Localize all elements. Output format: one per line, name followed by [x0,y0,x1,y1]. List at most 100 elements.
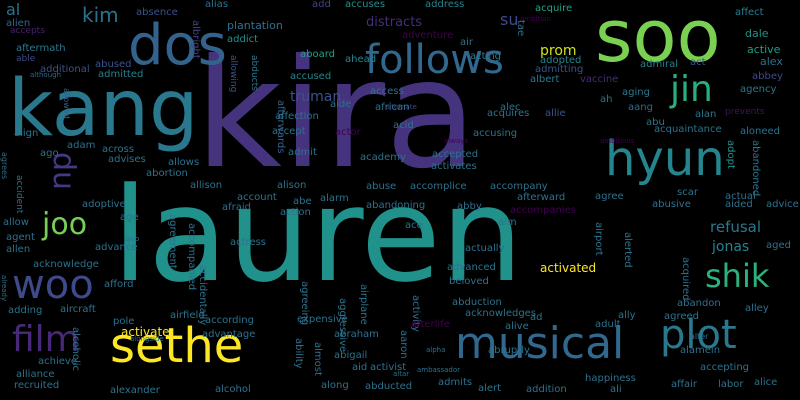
word-film: film [12,319,80,360]
word-age: age [120,212,139,223]
word-lauren: lauren [112,159,524,311]
word-scar: scar [677,187,698,198]
word-accepted: accepted [432,149,479,160]
word-acid: acid [393,120,414,131]
word-activated: activated [540,261,597,275]
word-access: access [370,86,404,97]
word-ali: ali [610,384,622,395]
word-adult: adult [595,319,621,330]
word-recruited: recruited [14,380,60,391]
word-alliance: alliance [16,369,55,380]
word-adventure: adventure [402,30,454,41]
word-agree: agree [595,191,624,202]
word-accept: accept [272,126,306,137]
word-advantage: advantage [202,329,256,340]
word-accuses: accuses [345,0,386,10]
word-almost: almost [312,342,323,376]
word-abruptly: abruptly [488,345,530,356]
word-woo: woo [12,262,94,308]
word-aide: aide [330,99,352,110]
word-african: african [375,102,410,113]
word-activate: activate [121,325,170,339]
word-agent: agent [6,232,35,243]
word-allow: allow [3,217,29,228]
word-accompanied: accompanied [186,223,197,291]
word-alley: alley [745,303,769,314]
word-accompany: accompany [490,181,548,192]
word-sethe: sethe [110,318,244,374]
word-adopt: adopt [725,140,736,169]
word-absence: absence [136,7,178,18]
word-albright: albright [190,20,201,59]
word-abuse: abuse [366,181,397,192]
word-aid: aid [352,362,368,373]
word-abigail: abigail [334,350,368,361]
word-alexander: alexander [110,385,160,396]
word-truman: truman [290,89,342,105]
word-pole: pole [113,316,135,327]
word-al: al [6,0,21,19]
word-abduction: abduction [452,297,502,308]
word-prom: prom [540,43,577,59]
word-actor: actor [335,127,361,138]
word-plantation: plantation [227,19,283,32]
word-airplane: airplane [358,284,369,325]
word-alongside: alongside [130,335,164,343]
word-alter: alter [690,332,709,341]
word-alcohol: alcohol [215,384,251,395]
word-address: address [425,0,465,10]
word-abducts: abducts [249,55,259,91]
word-aging: aging [622,87,650,98]
word-affair: affair [671,379,698,390]
word-alex: alex [760,55,783,68]
word-alpha: alpha [426,346,446,354]
word-plot: plot [660,312,737,358]
word-alec: alec [500,102,521,113]
word-allison: allison [190,180,223,191]
word-aang: aang [628,102,653,113]
word-actual: actual [725,191,756,202]
word-alive: alive [505,321,529,332]
word-acquired: acquired [680,257,691,301]
word-adding: adding [8,305,43,316]
word-affect: affect [735,7,764,18]
word-jonas: jonas [712,239,750,255]
word-alan: alan [695,109,717,120]
word-already: already [0,275,8,302]
word-ally: ally [618,310,636,321]
word-abused: abused [95,59,132,70]
word-alert: alert [478,383,502,394]
word-ace: ace [405,220,423,231]
word-joo: joo [42,207,88,242]
word-distracts: distracts [366,15,423,30]
word-accompanies: accompanies [510,205,576,216]
word-alamein: alamein [680,345,721,356]
word-advises: advises [108,154,146,165]
word-tae: tae [515,20,526,37]
word-abu: abu [646,117,665,128]
word-alice: alice [754,377,778,388]
word-aboard: aboard [300,49,336,60]
word-afford: afford [104,279,134,290]
word-refusal: refusal [710,218,762,236]
word-abducted: abducted [365,381,413,392]
word-air: air [460,37,474,48]
word-allie: allie [545,108,566,119]
word-ambassador: ambassador [417,366,461,374]
word-altar: altar [393,370,410,378]
word-always: always [444,137,469,145]
word-accusing: accusing [473,128,518,139]
word-addition: addition [526,384,567,395]
word-kang: kang [8,64,199,154]
word-ambition: ambition [520,15,551,23]
word-abe: abe [293,196,312,207]
word-add: add [312,0,331,10]
word-kim: kim [82,3,119,27]
word-adopted: adopted [540,55,582,66]
word-alison: alison [277,180,307,191]
word-adoptive: adoptive [82,199,126,210]
word-addict: addict [227,34,259,45]
word-abusive: abusive [652,199,691,210]
word-act: act [690,57,706,68]
